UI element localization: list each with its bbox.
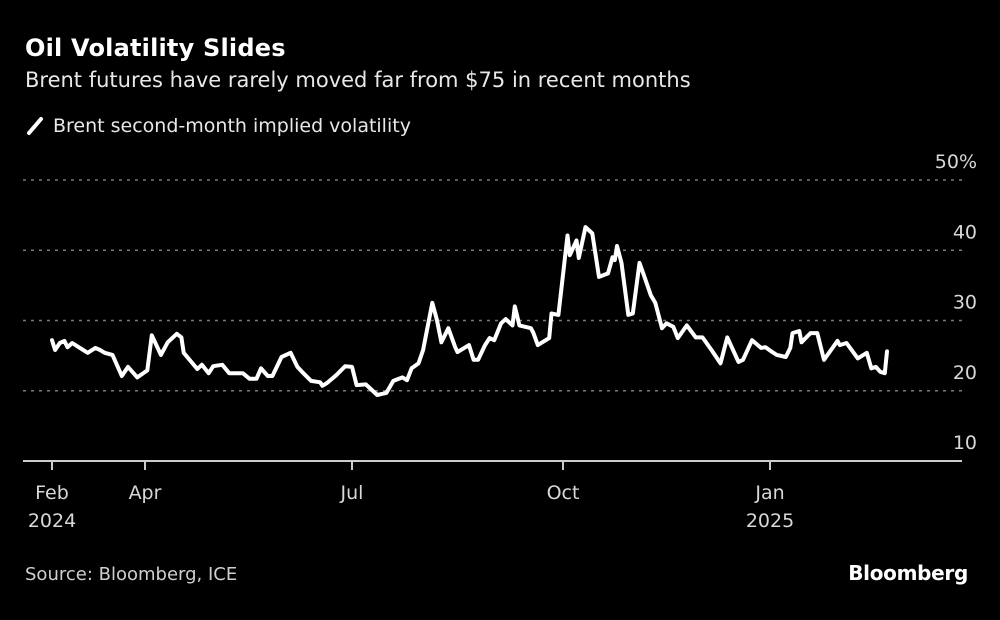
y-tick-label: 40 [953,221,977,243]
chart-subtitle: Brent futures have rarely moved far from… [25,68,691,92]
x-tick-label: Feb [35,482,69,504]
legend-label: Brent second-month implied volatility [53,115,411,137]
x-tick-label: Jan [754,482,784,504]
y-tick-label: 20 [953,362,977,384]
y-tick-label: 10 [953,432,977,454]
bloomberg-logo: Bloomberg [848,561,968,585]
x-tick-label: Jul [340,482,364,504]
slash-line-icon [27,117,43,135]
y-tick-label: 30 [953,292,977,314]
x-tick-label: Apr [129,482,162,504]
x-tick-label: Oct [547,482,580,504]
source-note: Source: Bloomberg, ICE [25,564,238,585]
chart-title: Oil Volatility Slides [25,34,286,62]
y-tick-label: 50% [935,151,977,173]
series-line-brent-implied-volatility [50,225,889,397]
x-tick-year-label: 2025 [746,510,794,532]
legend: Brent second-month implied volatility [25,115,411,137]
x-tick-year-label: 2024 [28,510,76,532]
